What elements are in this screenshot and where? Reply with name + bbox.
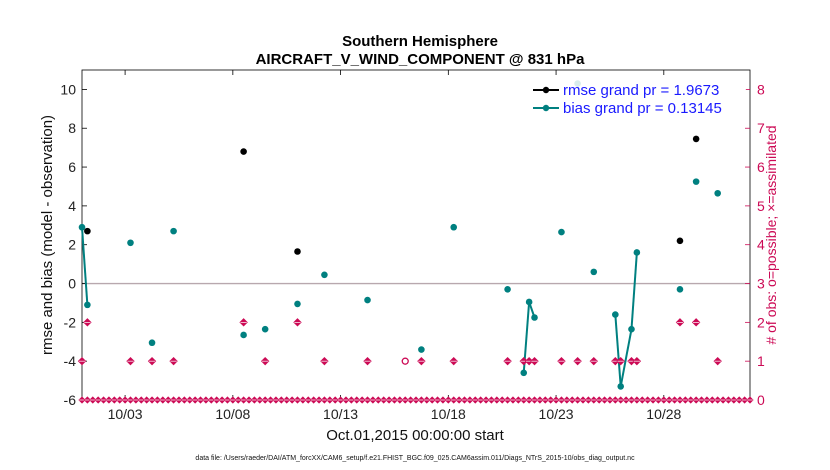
bias-point	[450, 223, 458, 231]
bias-point	[78, 223, 86, 231]
legend-bias-label: bias grand pr = 0.13145	[563, 100, 722, 117]
y-axis-label: rmse and bias (model - observation)	[39, 115, 56, 355]
y-right-tick-label: 5	[757, 198, 765, 214]
bias-point	[321, 271, 328, 279]
bias-point	[294, 300, 301, 308]
y-tick-label: 8	[68, 120, 76, 136]
y-tick-label: 0	[68, 276, 76, 292]
bias-point	[418, 346, 425, 353]
y-tick-label: 6	[68, 159, 76, 175]
rmse-point	[692, 135, 700, 143]
bias-point	[633, 249, 641, 256]
x-tick-label: 10/23	[539, 406, 574, 422]
bias-point	[148, 339, 156, 347]
bias-segment	[630, 252, 638, 330]
y-right-tick-label: 8	[757, 81, 765, 97]
x-tick-label: 10/03	[108, 406, 143, 422]
y-tick-label: -6	[64, 392, 77, 408]
bias-point	[590, 268, 598, 276]
bias-point	[240, 331, 247, 339]
y-tick-label: 4	[68, 198, 76, 214]
plot-frame	[81, 69, 751, 401]
bias-point	[628, 325, 635, 333]
x-tick-label: 10/08	[215, 406, 250, 422]
chart-title: Southern Hemisphere	[342, 33, 498, 50]
x-axis-label: Oct.01,2015 00:00:00 start	[326, 427, 504, 444]
bias-segment	[81, 227, 89, 305]
bias-point	[714, 189, 721, 197]
x-tick-label: 10/28	[646, 406, 681, 422]
obs-count-series	[77, 318, 754, 404]
bias-point	[170, 227, 177, 235]
y-tick-label: 2	[68, 237, 76, 253]
y-right-tick-label: 2	[757, 314, 765, 330]
x-tick-label: 10/18	[431, 406, 466, 422]
bias-segment	[619, 328, 633, 387]
rmse-point	[294, 248, 301, 255]
rmse-point	[84, 227, 91, 235]
bias-point	[84, 301, 91, 309]
y-right-tick-label: 7	[757, 120, 765, 136]
bias-point	[525, 298, 533, 306]
bias-point	[504, 286, 511, 293]
y-axis-right-label: # of obs: o=possible; ×=assimilated	[763, 125, 779, 344]
bias-point	[612, 311, 619, 318]
data-file-footnote: data file: /Users/raeder/DAI/ATM_forcXX/…	[195, 455, 635, 462]
x-tick-label: 10/13	[323, 406, 358, 422]
bias-point	[692, 178, 700, 185]
legend: rmse grand pr = 1.9673 bias grand pr = 0…	[528, 76, 746, 118]
y-tick-label: 10	[60, 81, 76, 97]
y-tick-label: -2	[64, 314, 77, 330]
bias-point	[531, 314, 538, 321]
chart-subtitle: AIRCRAFT_V_WIND_COMPONENT @ 831 hPa	[256, 51, 586, 68]
legend-rmse-swatch-marker	[542, 86, 550, 94]
bias-point	[676, 286, 684, 293]
legend-rmse-label: rmse grand pr = 1.9673	[563, 82, 719, 99]
bias-point	[558, 228, 565, 236]
legend-box	[528, 76, 746, 118]
y-right-tick-label: 6	[757, 159, 765, 175]
y-right-tick-label: 3	[757, 276, 765, 292]
y-tick-label: -4	[64, 353, 77, 369]
rmse-point	[676, 237, 684, 245]
bias-point	[617, 383, 625, 390]
legend-bias-swatch-marker	[542, 104, 550, 112]
y-right-tick-label: 4	[757, 237, 765, 253]
bias-segment	[614, 314, 622, 387]
bias-series	[78, 80, 721, 390]
bias-point	[261, 325, 269, 333]
bias-point	[127, 239, 134, 247]
y-right-tick-label: 1	[757, 353, 765, 369]
ticks-layer: -6 -4 -2 0 2 4 6 8 10 0 1 2 3 4 5 6 7 8 10/03 10/08 10/13 10/…	[60, 70, 765, 422]
bias-point	[520, 369, 528, 377]
rmse-series	[84, 135, 700, 255]
bias-point	[364, 296, 371, 304]
rmse-point	[240, 148, 247, 155]
y-right-tick-label: 0	[757, 392, 765, 408]
obs-possible-marker	[401, 357, 409, 365]
